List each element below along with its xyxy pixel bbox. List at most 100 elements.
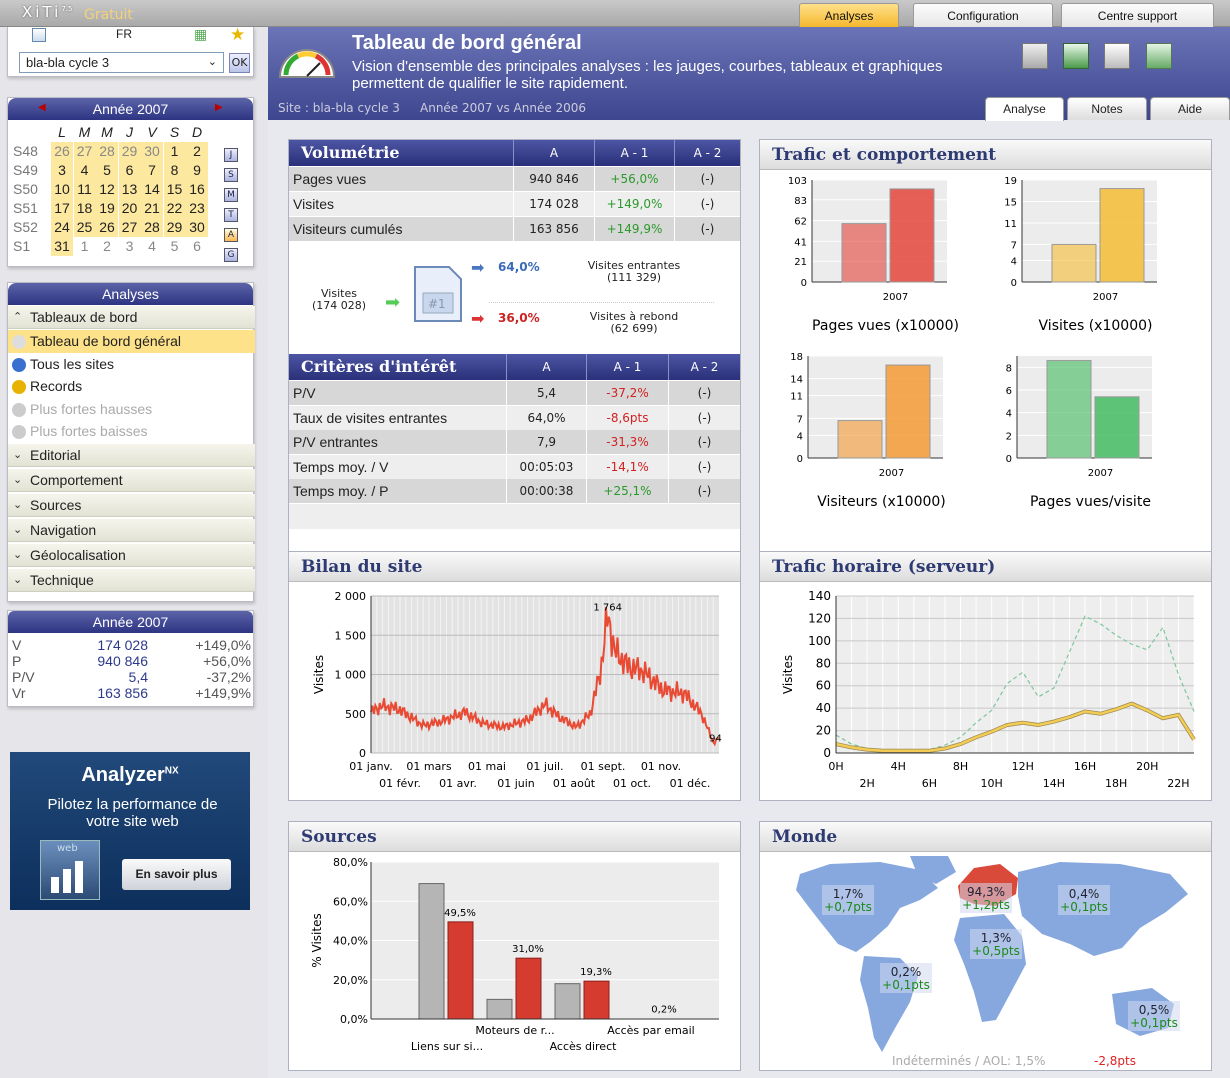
calendar-day[interactable]: 2 bbox=[186, 142, 208, 161]
calendar-day[interactable]: 12 bbox=[96, 180, 118, 199]
nav-item-g-olocalisation[interactable]: ⌄ Géolocalisation bbox=[8, 544, 255, 567]
print-icon[interactable] bbox=[1146, 43, 1172, 69]
nav-item-comportement[interactable]: ⌄ Comportement bbox=[8, 469, 255, 492]
nav-item-sources[interactable]: ⌄ Sources bbox=[8, 494, 255, 517]
calendar-day[interactable]: 5 bbox=[96, 161, 118, 180]
week-number[interactable]: S49 bbox=[13, 162, 38, 178]
calendar-day[interactable]: 30 bbox=[141, 142, 163, 161]
calendar-day[interactable]: 7 bbox=[141, 161, 163, 180]
nav-item-editorial[interactable]: ⌄ Editorial bbox=[8, 444, 255, 467]
calendar-day[interactable]: 10 bbox=[51, 180, 73, 199]
calendar-day[interactable]: 21 bbox=[141, 199, 163, 218]
week-number[interactable]: S1 bbox=[13, 238, 31, 254]
language-label[interactable]: FR bbox=[116, 27, 132, 41]
calendar-day[interactable]: 6 bbox=[118, 161, 141, 180]
tab-aide[interactable]: Aide bbox=[1150, 97, 1230, 120]
calendar-day[interactable]: 20 bbox=[118, 199, 141, 218]
pdf-export-icon[interactable] bbox=[1022, 43, 1048, 69]
calendar-day[interactable]: 31 bbox=[51, 237, 73, 256]
world-map[interactable]: 1,7%+0,7pts94,3%+1,2pts0,4%+0,1pts1,3%+0… bbox=[760, 852, 1211, 1070]
y-tick: 18 bbox=[790, 352, 803, 363]
y-tick: 120 bbox=[808, 611, 831, 625]
ok-button[interactable]: OK bbox=[229, 53, 250, 73]
tab-analyses[interactable]: Analyses bbox=[799, 3, 899, 27]
calendar-day[interactable]: 4 bbox=[148, 238, 156, 254]
week-number[interactable]: S51 bbox=[13, 200, 38, 216]
add-site-icon[interactable] bbox=[32, 28, 46, 42]
region-delta: +1,2pts bbox=[962, 898, 1010, 912]
calendar-day[interactable]: 27 bbox=[118, 218, 141, 237]
calendar-day[interactable]: 14 bbox=[141, 180, 163, 199]
week-number[interactable]: S52 bbox=[13, 219, 38, 235]
nav-item-navigation[interactable]: ⌄ Navigation bbox=[8, 519, 255, 542]
nav-item-technique[interactable]: ⌄ Technique bbox=[8, 569, 255, 592]
calendar-day[interactable]: 26 bbox=[96, 218, 118, 237]
calendar-day[interactable]: 13 bbox=[118, 180, 141, 199]
excel-export-icon[interactable] bbox=[1063, 43, 1089, 69]
calendar-shortcut-J[interactable]: J bbox=[224, 148, 238, 162]
x-tick: 4H bbox=[891, 760, 906, 773]
calendar-shortcut-G[interactable]: G bbox=[224, 248, 238, 262]
xiti-logo[interactable]: XiTi7.5 bbox=[22, 3, 72, 21]
next-year-icon[interactable]: ▶ bbox=[215, 102, 223, 113]
calendar-day[interactable]: 6 bbox=[193, 238, 201, 254]
row-a1: +56,0% bbox=[594, 167, 674, 192]
tab-centre-support[interactable]: Centre support bbox=[1061, 3, 1214, 27]
tab-analyse[interactable]: Analyse bbox=[985, 97, 1064, 121]
calendar-day[interactable]: 5 bbox=[170, 238, 179, 254]
calendar-shortcut-A[interactable]: A bbox=[224, 228, 238, 242]
calendar-day[interactable]: 30 bbox=[186, 218, 208, 237]
analyzer-ad[interactable]: AnalyzerNX Pilotez la performance de vot… bbox=[10, 752, 250, 910]
calendar-day[interactable]: 29 bbox=[163, 218, 186, 237]
calendar-day[interactable]: 16 bbox=[186, 180, 208, 199]
y-tick: 60,0% bbox=[333, 895, 368, 908]
calendar-day[interactable]: 27 bbox=[73, 142, 96, 161]
site-select[interactable]: bla-bla cycle 3 ⌄ bbox=[19, 52, 224, 73]
calendar-shortcut-T[interactable]: T bbox=[224, 208, 238, 222]
calendar-day[interactable]: 23 bbox=[186, 199, 208, 218]
calendar-day[interactable]: 1 bbox=[80, 238, 89, 254]
calendar-day[interactable]: 22 bbox=[163, 199, 186, 218]
crit-col-a: A bbox=[506, 354, 586, 380]
calendar-day[interactable]: 28 bbox=[96, 142, 118, 161]
region-pct: 1,3% bbox=[981, 931, 1012, 945]
year-stat-row: Vr 163 856 +149,9% bbox=[8, 685, 255, 701]
email-icon[interactable] bbox=[1104, 43, 1130, 69]
ad-learn-more-button[interactable]: En savoir plus bbox=[122, 859, 231, 890]
week-number[interactable]: S50 bbox=[13, 181, 38, 197]
region-delta: +0,1pts bbox=[1060, 900, 1108, 914]
calendar-day[interactable]: 2 bbox=[103, 238, 111, 254]
col-a1: A - 1 bbox=[594, 140, 674, 166]
calendar-day[interactable]: 15 bbox=[163, 180, 186, 199]
nav-item-tous-les-sites[interactable]: Tous les sites bbox=[8, 353, 255, 376]
tab-configuration[interactable]: Configuration bbox=[913, 3, 1053, 27]
star-icon[interactable]: ★ bbox=[230, 25, 246, 45]
calendar-day[interactable]: 8 bbox=[163, 161, 186, 180]
nav-item-tableaux-de-bord[interactable]: ⌃ Tableaux de bord bbox=[8, 306, 255, 329]
calendar-day[interactable]: 24 bbox=[51, 218, 73, 237]
nav-item-tableau-de-bord-g-n-ral[interactable]: Tableau de bord général bbox=[8, 330, 255, 353]
calendar-day[interactable]: 26 bbox=[51, 142, 73, 161]
calendar-day[interactable]: 29 bbox=[118, 142, 141, 161]
calendar-shortcut-M[interactable]: M bbox=[224, 188, 238, 202]
calendar-shortcut-S[interactable]: S bbox=[224, 168, 238, 182]
calendar-day[interactable]: 25 bbox=[73, 218, 96, 237]
week-number[interactable]: S48 bbox=[13, 143, 38, 159]
calendar-day[interactable]: 17 bbox=[51, 199, 73, 218]
tab-notes[interactable]: Notes bbox=[1067, 97, 1147, 120]
calendar-day[interactable]: 19 bbox=[96, 199, 118, 218]
calendar-day[interactable]: 11 bbox=[73, 180, 96, 199]
calendar-day[interactable]: 18 bbox=[73, 199, 96, 218]
calendar-day[interactable]: 9 bbox=[186, 161, 208, 180]
nav-item-records[interactable]: Records bbox=[8, 375, 255, 398]
calendar-day[interactable]: 4 bbox=[73, 161, 96, 180]
calendar-day[interactable]: 3 bbox=[51, 161, 73, 180]
nav-item-plus-fortes-hausses[interactable]: Plus fortes hausses bbox=[8, 398, 255, 421]
nav-item-plus-fortes-baisses[interactable]: Plus fortes baisses bbox=[8, 420, 255, 443]
add-favorite-icon[interactable]: ▦ bbox=[194, 27, 208, 43]
calendar-day[interactable]: 1 bbox=[163, 142, 186, 161]
calendar-day[interactable]: 28 bbox=[141, 218, 163, 237]
calendar-day[interactable]: 3 bbox=[125, 238, 134, 254]
prev-year-icon[interactable]: ◀ bbox=[38, 102, 46, 113]
site-breadcrumb: Site : bla-bla cycle 3 bbox=[278, 101, 400, 115]
